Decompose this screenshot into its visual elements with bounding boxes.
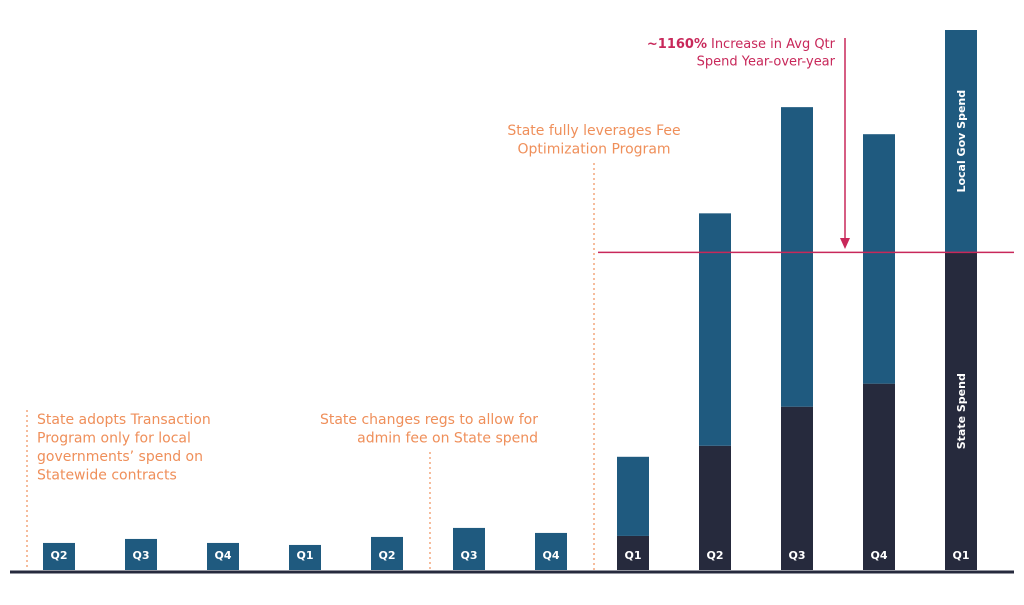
bar-segment — [207, 542, 239, 570]
category-label: Q1 — [624, 549, 641, 562]
bar-segment — [535, 532, 567, 570]
annotation: admin fee on State spend — [357, 431, 538, 447]
category-label: Q1 — [296, 549, 313, 562]
bar-segment — [863, 383, 895, 570]
series-label: State Spend — [955, 373, 968, 449]
bar-segment — [781, 107, 813, 407]
reference-text: Increase in Avg Qtr — [711, 37, 836, 52]
category-label: Q4 — [870, 549, 887, 562]
bar-segment — [617, 535, 649, 570]
category-label: Q1 — [952, 549, 969, 562]
bar-segment — [781, 406, 813, 570]
reference-label: ~1160% Increase in Avg Qtr — [647, 37, 836, 52]
reference-value: ~1160% — [647, 37, 707, 52]
category-label: Q2 — [50, 549, 67, 562]
annotation: Optimization Program — [517, 142, 670, 158]
arrow-head — [840, 238, 850, 249]
annotation: State adopts Transaction — [37, 412, 211, 428]
bar-segment — [289, 544, 321, 570]
category-label: Q2 — [706, 549, 723, 562]
bar-segment — [617, 456, 649, 536]
series-label: Local Gov Spend — [955, 90, 968, 193]
reference-label: Spend Year-over-year — [697, 55, 836, 70]
bar-segment — [453, 527, 485, 570]
bar-segment — [43, 542, 75, 570]
annotation: State fully leverages Fee — [507, 123, 680, 139]
bar-segment — [125, 538, 157, 570]
bar-segment — [371, 536, 403, 570]
bar-segment — [863, 134, 895, 384]
annotation: Statewide contracts — [37, 468, 177, 484]
category-label: Q2 — [378, 549, 395, 562]
annotation: Program only for local — [37, 431, 191, 447]
bar-segment — [699, 445, 731, 570]
annotation: State changes regs to allow for — [320, 412, 538, 428]
bar-segment — [945, 252, 977, 571]
bar-segment — [699, 213, 731, 446]
category-label: Q3 — [460, 549, 477, 562]
annotations: State adopts Transaction Program only for… — [37, 123, 681, 484]
bars — [43, 30, 977, 571]
bar-segment — [945, 30, 977, 253]
category-label: Q3 — [132, 549, 149, 562]
category-label: Q3 — [788, 549, 805, 562]
category-label: Q4 — [542, 549, 559, 562]
category-label: Q4 — [214, 549, 231, 562]
annotation: governments’ spend on — [37, 449, 203, 465]
